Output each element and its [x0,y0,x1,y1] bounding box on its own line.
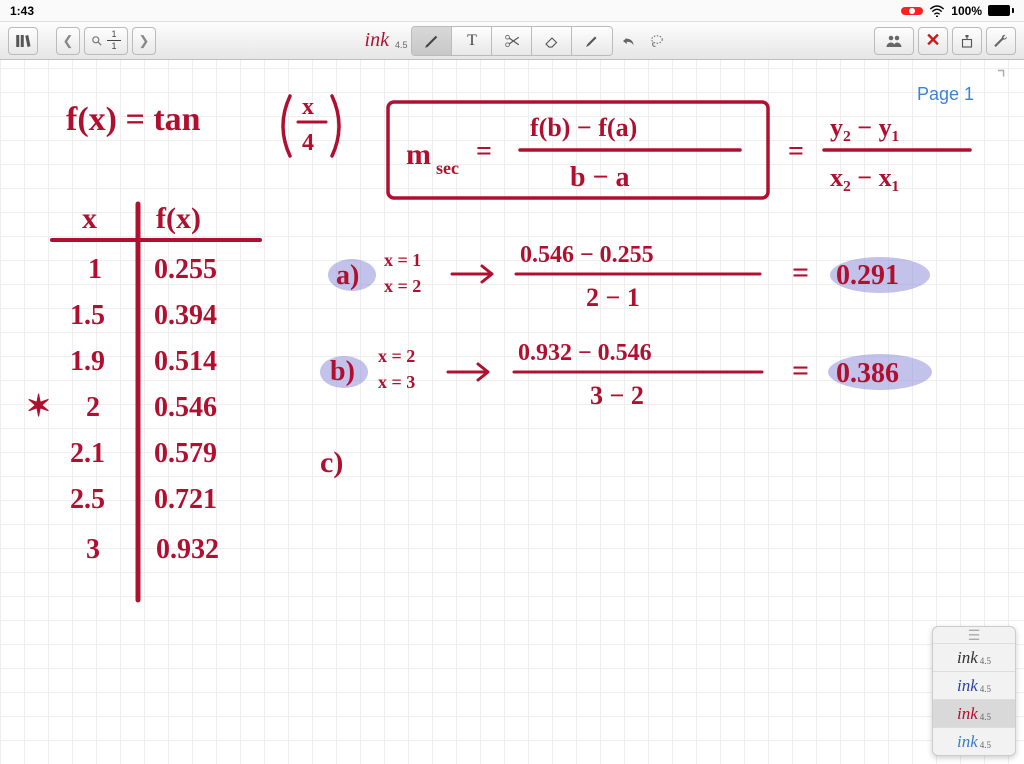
svg-text:4: 4 [302,130,314,156]
svg-text:3: 3 [86,534,100,565]
settings-button[interactable] [986,27,1016,55]
status-right: 100% [901,4,1014,18]
svg-text:y₂ − y₁: y₂ − y₁ [830,113,899,142]
close-icon: ✕ [925,30,940,51]
svg-text:=: = [788,136,804,167]
status-bar: 1:43 100% [0,0,1024,22]
svg-text:=: = [792,354,809,387]
svg-text:b): b) [330,356,355,387]
tool-eraser[interactable] [532,27,572,55]
svg-text:2.1: 2.1 [70,438,105,469]
fx-eq: f(x) = tan [66,101,201,138]
svg-text:0.291: 0.291 [836,260,899,291]
wifi-icon [929,5,945,17]
svg-text:=: = [792,256,809,289]
svg-text:f(b) − f(a): f(b) − f(a) [530,113,637,142]
ink-palette[interactable]: ☰ ink4.5 ink4.5 ink4.5 ink4.5 [932,626,1016,756]
svg-text:3 − 2: 3 − 2 [590,381,644,410]
svg-text:x = 2: x = 2 [378,346,415,366]
svg-text:0.386: 0.386 [836,358,899,389]
next-page-button[interactable]: ❯ [132,27,156,55]
svg-text:x = 2: x = 2 [384,276,421,296]
svg-text:0.579: 0.579 [154,438,217,469]
recording-indicator [901,7,923,15]
ink-style-label: ink [365,29,389,52]
svg-text:0.932: 0.932 [156,534,219,565]
svg-text:=: = [476,136,492,167]
lasso-clear-icon [648,32,666,50]
svg-text:2: 2 [86,392,100,423]
svg-text:2.5: 2.5 [70,484,105,515]
svg-text:1.5: 1.5 [70,300,105,331]
export-icon [958,32,976,50]
books-icon [14,32,32,50]
svg-text:0.721: 0.721 [154,484,217,515]
svg-text:f(x): f(x) [156,202,201,235]
svg-text:0.546: 0.546 [154,392,217,423]
svg-text:0.255: 0.255 [154,254,217,285]
svg-text:2 − 1: 2 − 1 [586,283,640,312]
page-corner-icon: ⌝ [997,66,1006,91]
chevron-right-icon: ❯ [139,33,150,49]
palette-item-1[interactable]: ink4.5 [933,671,1015,699]
recording-dot-icon [909,8,915,14]
palette-item-2[interactable]: ink4.5 [933,699,1015,727]
ink-style-sub: 4.5 [395,40,408,50]
undo-icon [620,32,638,50]
svg-text:✶: ✶ [26,390,51,423]
svg-text:a): a) [336,260,359,291]
svg-text:b − a: b − a [570,162,630,193]
svg-text:0.546 − 0.255: 0.546 − 0.255 [520,242,654,268]
svg-text:0.394: 0.394 [154,300,217,331]
svg-text:0.514: 0.514 [154,346,217,377]
prev-page-button[interactable]: ❮ [56,27,80,55]
tool-pen[interactable] [412,27,452,55]
chevron-left-icon: ❮ [63,33,74,49]
page-number-label: Page 1 [917,84,974,105]
export-button[interactable] [952,27,982,55]
undo-button[interactable] [617,27,641,55]
svg-text:x = 1: x = 1 [384,250,421,270]
svg-text:x: x [82,202,97,235]
tool-text[interactable]: T [452,27,492,55]
close-button[interactable]: ✕ [918,27,948,55]
svg-text:x: x [302,94,314,120]
tool-highlighter[interactable] [572,27,612,55]
text-icon: T [467,32,477,50]
scissors-icon [503,32,521,50]
page-fraction: 1 1 [107,30,121,51]
svg-text:x₂ − x₁: x₂ − x₁ [830,163,899,192]
pen-icon [423,32,441,50]
status-time: 1:43 [10,4,34,18]
tool-strip: T [411,26,613,56]
handwriting-layer: f(x) = tan x 4 m sec = f(b) − f(a) b − a… [0,60,1024,764]
users-button[interactable] [874,27,914,55]
battery-icon [988,5,1014,16]
palette-grip-icon[interactable]: ☰ [933,627,1015,643]
palette-item-3[interactable]: ink4.5 [933,727,1015,755]
clear-button[interactable] [645,27,669,55]
eraser-icon [543,32,561,50]
note-canvas[interactable]: ⌝ Page 1 f(x) = tan x 4 m sec = f(b) − f… [0,60,1024,764]
svg-text:0.932 − 0.546: 0.932 − 0.546 [518,340,652,366]
library-button[interactable] [8,27,38,55]
wrench-icon [992,32,1010,50]
svg-text:sec: sec [436,158,459,178]
page-indicator-button[interactable]: 1 1 [84,27,128,55]
highlighter-icon [583,32,601,50]
palette-item-0[interactable]: ink4.5 [933,643,1015,671]
svg-text:x = 3: x = 3 [378,372,415,392]
table-rows: 1 0.255 1.5 0.394 1.9 0.514 ✶ 2 0.546 2.… [26,254,219,565]
svg-text:1: 1 [88,254,102,285]
users-icon [885,32,903,50]
svg-text:1.9: 1.9 [70,346,105,377]
svg-text:m: m [406,138,431,171]
tool-scissors[interactable] [492,27,532,55]
search-icon [91,35,103,47]
svg-text:c): c) [320,446,343,479]
battery-percent: 100% [951,4,982,18]
toolbar: ❮ 1 1 ❯ ink 4.5 T [0,22,1024,60]
